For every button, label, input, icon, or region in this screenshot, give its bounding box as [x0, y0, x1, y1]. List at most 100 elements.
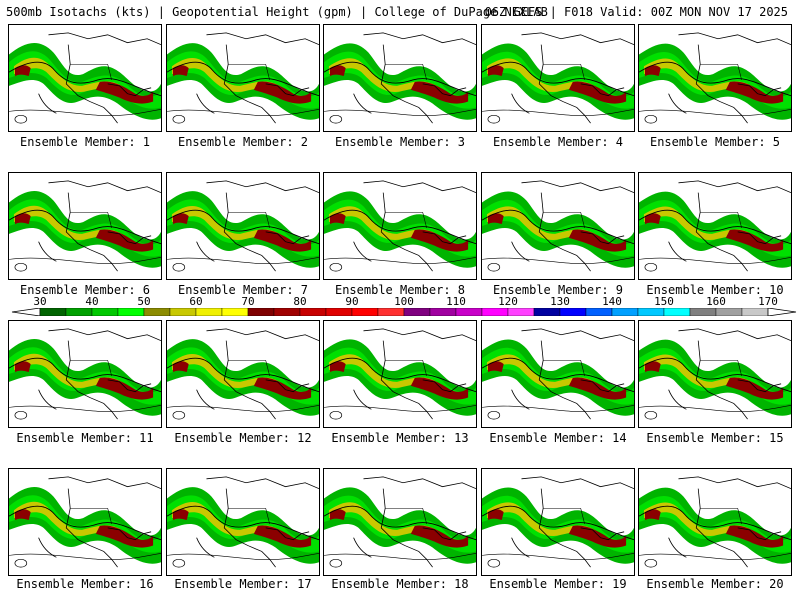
jet-core	[253, 377, 312, 400]
coastline	[511, 180, 634, 272]
border-line	[385, 359, 427, 377]
height-contour	[639, 505, 791, 541]
jet-core-west	[329, 361, 346, 373]
colorbar-tick-label: 170	[758, 295, 778, 308]
border-line	[700, 211, 742, 229]
island-speck	[777, 261, 781, 266]
colorbar-tick-label: 50	[137, 295, 151, 308]
island-speck	[147, 557, 151, 562]
jet-core-west	[487, 65, 504, 77]
jet-core-west	[644, 509, 661, 521]
height-contour	[167, 553, 319, 560]
jet-core-west	[172, 361, 189, 373]
ensemble-member-label: Ensemble Member: 19	[489, 577, 627, 591]
border-line	[700, 359, 742, 377]
island-speck	[777, 409, 781, 414]
colorbar-swatch	[455, 308, 483, 316]
ensemble-panel	[638, 24, 792, 132]
colorbar-swatch	[325, 308, 353, 316]
colorbar-tick-label: 30	[33, 295, 47, 308]
ensemble-map	[324, 321, 476, 427]
island-outline	[644, 558, 658, 568]
coastline	[353, 180, 476, 272]
ensemble-map	[639, 25, 791, 131]
jet-core	[95, 525, 154, 548]
ensemble-map	[167, 321, 319, 427]
height-contour	[324, 405, 476, 412]
colorbar-swatch	[559, 308, 587, 316]
coastline	[353, 32, 476, 124]
ensemble-map	[167, 25, 319, 131]
height-contour	[639, 209, 791, 245]
border-line	[228, 359, 270, 377]
colorbar-swatch	[481, 308, 509, 316]
ensemble-map	[482, 25, 634, 131]
ensemble-member-label: Ensemble Member: 2	[177, 135, 309, 149]
ensemble-panel	[323, 24, 477, 132]
jet-core-west	[487, 213, 504, 225]
ensemble-panel	[166, 468, 320, 576]
jet-core	[725, 229, 784, 252]
island-speck	[462, 261, 466, 266]
height-contour	[482, 109, 634, 116]
ensemble-panel	[481, 468, 635, 576]
height-contour	[9, 61, 161, 97]
island-speck	[305, 113, 309, 118]
island-outline	[329, 262, 343, 272]
coastline	[511, 476, 634, 568]
height-contour	[324, 505, 476, 541]
island-outline	[14, 558, 28, 568]
jet-core-west	[644, 65, 661, 77]
colorbar-swatch	[689, 308, 717, 316]
ensemble-member-label: Ensemble Member: 8	[334, 283, 466, 297]
ensemble-map	[167, 469, 319, 575]
coastline	[196, 476, 319, 568]
ensemble-map	[482, 469, 634, 575]
island-outline	[487, 558, 501, 568]
ensemble-panel	[481, 320, 635, 428]
height-contour	[167, 209, 319, 245]
border-line	[700, 507, 742, 525]
height-contour	[9, 505, 161, 541]
border-line	[543, 211, 585, 229]
header-title: 500mb Isotachs (kts) | Geopotential Heig…	[6, 5, 548, 19]
colorbar-tick-label: 160	[706, 295, 726, 308]
ensemble-member-label: Ensemble Member: 1	[19, 135, 151, 149]
island-speck	[305, 557, 309, 562]
jet-core	[410, 525, 469, 548]
border-line	[70, 211, 112, 229]
jet-core	[410, 377, 469, 400]
height-contour	[482, 405, 634, 412]
island-outline	[14, 262, 28, 272]
border-line	[543, 63, 585, 81]
ensemble-member-label: Ensemble Member: 12	[174, 431, 312, 445]
ensemble-panel	[323, 320, 477, 428]
island-outline	[172, 558, 186, 568]
jet-core	[95, 229, 154, 252]
colorbar-swatch	[247, 308, 275, 316]
jet-core	[410, 229, 469, 252]
height-contour	[324, 109, 476, 116]
coastline	[668, 180, 791, 272]
jet-core	[568, 377, 627, 400]
island-speck	[620, 261, 624, 266]
jet-core-west	[644, 361, 661, 373]
coastline	[38, 32, 161, 124]
island-outline	[644, 410, 658, 420]
ensemble-map	[482, 321, 634, 427]
island-speck	[147, 409, 151, 414]
jet-core-west	[487, 361, 504, 373]
jet-core-west	[644, 213, 661, 225]
height-contour	[9, 405, 161, 412]
ensemble-map	[9, 469, 161, 575]
height-contour	[167, 405, 319, 412]
height-contour	[482, 257, 634, 264]
colorbar-swatch	[403, 308, 431, 316]
colorbar-swatch	[39, 308, 67, 316]
island-outline	[14, 114, 28, 124]
coastline	[38, 476, 161, 568]
island-outline	[329, 558, 343, 568]
ensemble-member-label: Ensemble Member: 11	[16, 431, 154, 445]
coastline	[196, 180, 319, 272]
height-contour	[639, 357, 791, 393]
